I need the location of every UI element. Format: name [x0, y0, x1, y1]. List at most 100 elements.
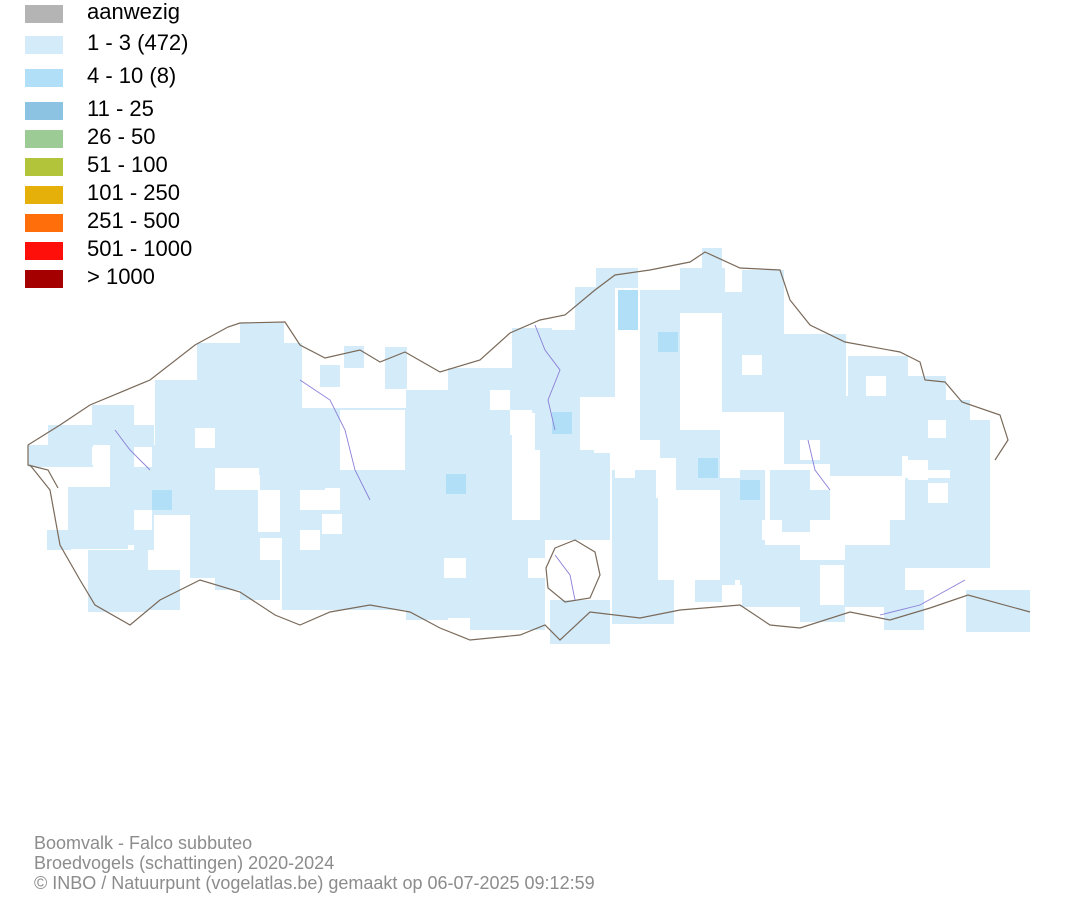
legend-swatch: [25, 214, 63, 232]
grid-cell: [640, 290, 680, 440]
grid-cell: [740, 545, 800, 607]
empty-cell: [762, 520, 782, 540]
empty-cell: [444, 558, 466, 578]
grid-cell: [340, 470, 406, 610]
empty-cell: [322, 514, 342, 534]
empty-cell: [258, 490, 280, 532]
grid-cell: [285, 450, 325, 490]
grid-cell: [884, 590, 924, 630]
rivers: [114, 324, 966, 616]
empty-cell: [340, 410, 405, 470]
empty-cell: [680, 313, 700, 333]
grid-cell: [155, 380, 200, 470]
grid-cell: [28, 445, 48, 467]
empty-cell: [820, 565, 844, 605]
legend-label: 251 - 500: [87, 208, 180, 233]
legend-swatch: [25, 69, 63, 87]
empty-cell: [510, 410, 532, 435]
map-caption: Boomvalk - Falco subbuteo Broedvogels (s…: [34, 833, 595, 893]
grid-cell: [742, 270, 784, 292]
grid-cell: [985, 608, 1030, 632]
grid-cell: [722, 292, 784, 412]
grid-cell: [618, 290, 638, 330]
river-1: [534, 324, 561, 431]
grid-cell: [120, 570, 180, 610]
empty-cell: [928, 420, 946, 438]
species-title: Boomvalk - Falco subbuteo: [34, 833, 253, 853]
grid-cell: [612, 580, 674, 624]
grid-cell: [612, 470, 658, 580]
river-4: [554, 554, 576, 601]
legend-label: 26 - 50: [87, 124, 156, 149]
river-6: [114, 429, 151, 471]
empty-cell: [700, 313, 720, 333]
empty-cell: [92, 447, 110, 465]
legend-label: 1 - 3 (472): [87, 30, 189, 55]
grid-cell: [320, 365, 340, 387]
grid-cell: [48, 425, 93, 467]
legend-swatch: [25, 102, 63, 120]
grid-cell: [134, 425, 154, 447]
region-borders: [27, 251, 1031, 641]
legend-label: 4 - 10 (8): [87, 63, 177, 88]
empty-cell: [615, 458, 635, 478]
legend-label: 101 - 250: [87, 180, 180, 205]
grid-cell: [406, 390, 448, 620]
empty-cell: [134, 447, 152, 467]
empty-cell: [866, 376, 886, 396]
dataset-subtitle: Broedvogels (schattingen) 2020-2024: [34, 853, 335, 873]
legend-label: > 1000: [87, 264, 155, 289]
legend-swatch: [25, 158, 63, 176]
grid-cell: [240, 323, 284, 348]
grid-cell: [385, 347, 407, 389]
grid-cell: [575, 287, 615, 397]
grid-cell: [240, 560, 280, 600]
grid-cell: [698, 458, 718, 478]
empty-cell: [594, 435, 612, 453]
map-legend: aanwezig 1 - 3 (472) 4 - 10 (8) 11 - 25 …: [0, 0, 260, 300]
grid-cell: [702, 248, 722, 288]
empty-cell: [720, 458, 740, 478]
enclave-border: [545, 539, 601, 603]
grid-cell: [197, 343, 302, 475]
river-2: [299, 379, 371, 501]
empty-cell: [845, 520, 865, 540]
grid-cell: [190, 468, 215, 578]
empty-cell: [300, 530, 320, 550]
legend-swatch: [25, 242, 63, 260]
south-border: [29, 464, 1031, 641]
legend-swatch: [25, 36, 63, 54]
empty-cell: [908, 460, 928, 480]
empty-cell: [134, 510, 152, 530]
empty-cell: [490, 390, 510, 410]
grid-cell: [658, 332, 678, 352]
legend-label: aanwezig: [87, 0, 180, 24]
river-5: [879, 579, 966, 616]
legend-swatch: [25, 270, 63, 288]
river-3: [807, 439, 831, 491]
grid-cell: [446, 474, 466, 494]
grid-cells: [28, 248, 1030, 644]
empty-cell: [928, 483, 948, 503]
empty-cell: [528, 558, 546, 578]
grid-cell: [740, 480, 760, 500]
empty-cell: [722, 585, 742, 605]
empty-cell: [656, 458, 676, 498]
empty-cell: [742, 355, 762, 375]
empty-cell: [195, 428, 215, 448]
north-border: [27, 251, 1009, 461]
grid-cell: [152, 490, 172, 510]
legend-swatch: [25, 5, 63, 23]
legend-label: 501 - 1000: [87, 236, 193, 261]
legend-label: 51 - 100: [87, 152, 168, 177]
grid-cell: [890, 520, 905, 550]
grid-cell: [540, 450, 610, 540]
copyright-line: © INBO / Natuurpunt (vogelatlas.be) gema…: [34, 873, 595, 893]
grid-cell: [552, 412, 572, 434]
grid-cell: [344, 346, 364, 368]
empty-cell: [215, 468, 259, 490]
legend-label: 11 - 25: [87, 96, 154, 121]
grid-cell: [800, 490, 830, 520]
legend-swatch: [25, 186, 63, 204]
